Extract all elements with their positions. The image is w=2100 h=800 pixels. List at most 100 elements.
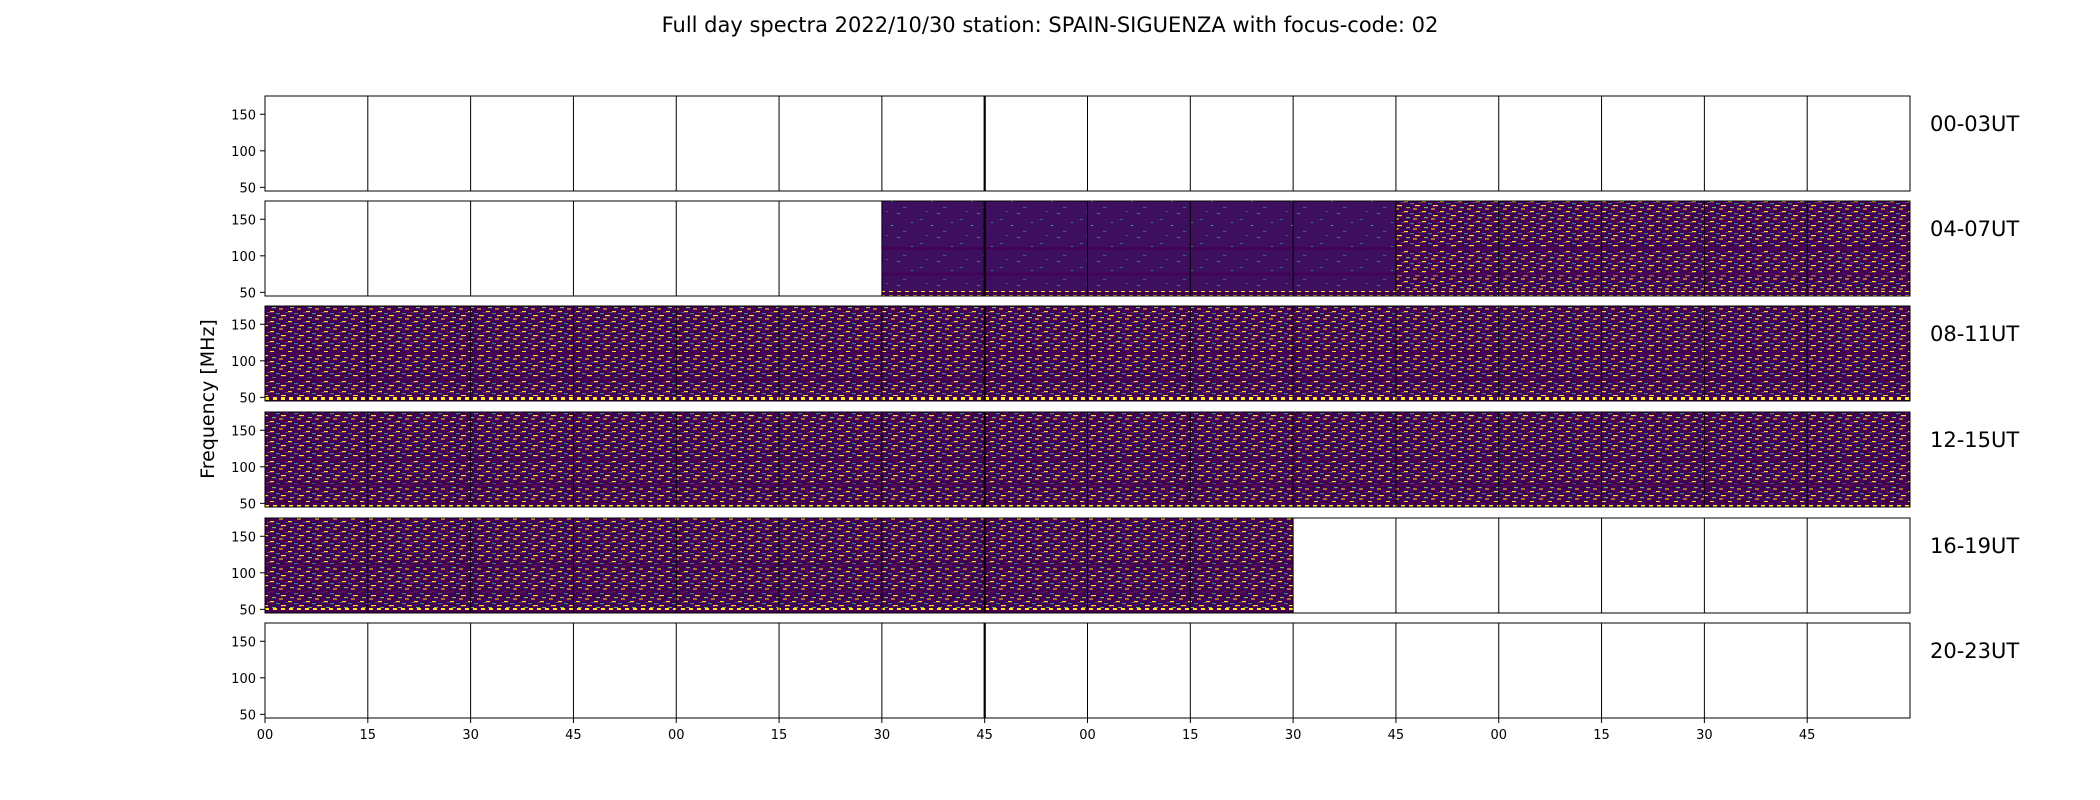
interference-band [573,589,677,593]
interference-band [573,564,677,567]
rows-layer: 150 100 50 00-03UT 150 100 50 04-07UT 150 100 50 08… [231,95,2019,743]
row-label: 04-07UT [1930,217,2019,241]
baseline-strip [1601,502,1705,507]
interference-band [984,377,1088,381]
interference-band [1190,564,1294,567]
interference-band [1395,247,1499,250]
interference-band [779,564,882,567]
baseline-strip [1087,396,1191,401]
baseline-strip [1395,502,1499,507]
interference-band [265,483,368,487]
baseline-strip [367,608,471,613]
interference-band [1293,458,1396,461]
interference-band [573,352,677,355]
baseline-strip [1190,502,1294,507]
baseline-strip [1498,396,1602,401]
interference-band [470,458,574,461]
row-20-23UT: 150 100 50 20-23UT [231,622,2019,723]
x-tick-label: 00 [257,728,274,743]
x-tick-label: 15 [360,728,377,743]
interference-band [779,589,882,593]
interference-band [1601,247,1705,250]
baseline-strip [984,502,1088,507]
y-axis-label: Frequency [MHz] [197,319,219,479]
interference-band [367,458,471,461]
interference-band [1293,352,1396,355]
interference-band [573,458,677,461]
interference-band [676,377,780,381]
baseline-strip [779,502,882,507]
baseline-strip [779,608,882,613]
interference-band [881,483,985,487]
interference-band [1190,247,1294,250]
interference-band [1498,377,1602,381]
interference-band [676,458,780,461]
baseline-strip [984,608,1088,613]
baseline-strip [1498,502,1602,507]
y-tick-label: 150 [231,318,256,333]
interference-band [1704,247,1808,250]
interference-band [1807,272,1910,276]
x-tick-label: 30 [1285,728,1302,743]
interference-band [470,564,574,567]
row-04-07UT: 150 100 50 04-07UT [231,200,2019,301]
baseline-strip [1190,608,1294,613]
interference-band [984,352,1088,355]
interference-band [1190,483,1294,487]
baseline-strip [1498,291,1602,296]
baseline-strip [984,291,1088,296]
baseline-strip [573,608,677,613]
interference-band [367,564,471,567]
interference-band [1087,458,1191,461]
baseline-strip [1293,502,1396,507]
x-tick-label: 45 [565,728,582,743]
row-label: 08-11UT [1930,322,2019,346]
interference-band [1807,352,1910,355]
baseline-strip [573,502,677,507]
baseline-strip [881,608,985,613]
interference-band [984,247,1088,250]
interference-band [1293,377,1396,381]
row-12-15UT: 150 100 50 12-15UT [231,411,2019,512]
baseline-strip [676,396,780,401]
interference-band [984,564,1088,567]
y-tick-label: 50 [239,391,256,406]
x-tick-label: 30 [462,728,479,743]
interference-band [676,564,780,567]
interference-band [1395,272,1499,276]
interference-band [1087,564,1191,567]
interference-band [881,589,985,593]
baseline-strip [367,502,471,507]
y-tick-label: 100 [231,355,256,370]
y-tick-label: 100 [231,567,256,582]
x-tick-label: 30 [1696,728,1713,743]
interference-band [1190,272,1294,276]
interference-band [1087,589,1191,593]
y-tick-label: 50 [239,497,256,512]
interference-band [1395,352,1499,355]
row-label: 12-15UT [1930,428,2019,452]
interference-band [881,352,985,355]
baseline-strip [1704,396,1808,401]
interference-band [881,247,985,250]
baseline-strip [1601,291,1705,296]
interference-band [1601,272,1705,276]
baseline-strip [1807,291,1910,296]
interference-band [573,377,677,381]
interference-band [779,483,882,487]
baseline-strip [1807,396,1910,401]
interference-band [367,377,471,381]
interference-band [367,483,471,487]
interference-band [1498,458,1602,461]
x-tick-label: 45 [1799,728,1816,743]
interference-band [881,377,985,381]
interference-band [367,589,471,593]
interference-band [1601,377,1705,381]
x-tick-label: 00 [668,728,685,743]
x-tick-label: 15 [1593,728,1610,743]
interference-band [1087,272,1191,276]
baseline-strip [1395,396,1499,401]
baseline-strip [573,396,677,401]
y-tick-label: 50 [239,603,256,618]
